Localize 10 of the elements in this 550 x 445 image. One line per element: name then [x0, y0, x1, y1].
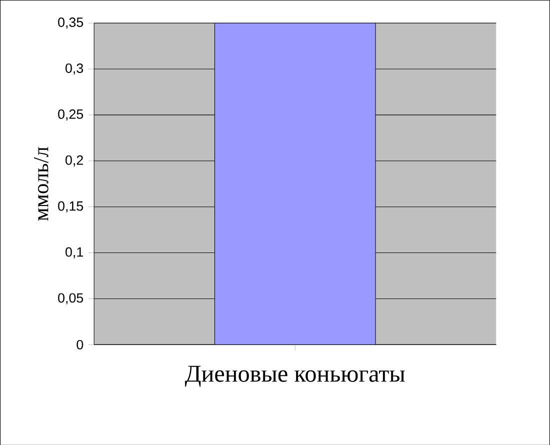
x-tick-label: Диеновые коньюгаты	[184, 366, 405, 387]
y-tick-label: 0,2	[66, 155, 83, 166]
y-tick-label: 0,25	[58, 109, 84, 120]
y-tick-label: 0,35	[58, 17, 84, 28]
y-tick-label: 0	[76, 340, 84, 350]
y-tick-label: 0,1	[66, 247, 83, 258]
y-tick-label: 0,05	[58, 292, 84, 304]
y-axis-title: ммоль/л	[34, 146, 48, 221]
y-tick-label: 0,15	[58, 201, 84, 212]
y-tick-label: 0,3	[66, 63, 84, 74]
